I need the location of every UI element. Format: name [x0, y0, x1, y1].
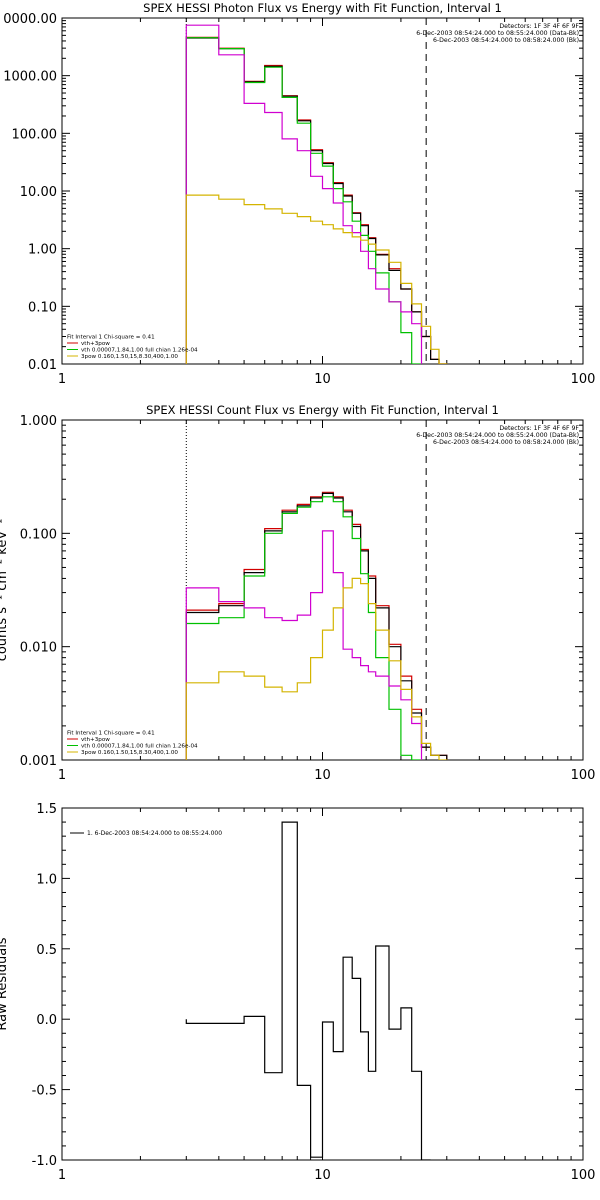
series-3pow	[186, 195, 447, 369]
y-tick-label: 1.000	[20, 414, 57, 429]
info-line-3: 6-Dec-2003 08:54:24.000 to 08:58:24.000 …	[433, 37, 579, 44]
y-tick-label: 10.00	[20, 185, 57, 200]
legend-entry-3: 3pow 0.160,1.50,15,8.30,400,1.00	[81, 354, 178, 360]
series-data-bk	[186, 492, 447, 765]
x-tick-label: 1	[58, 768, 66, 783]
legend-entry-2: vth 0.00007,1.84,1.00 full chian 1.26e-0…	[81, 744, 198, 750]
series-3pow	[186, 578, 447, 765]
y-tick-label: 1.00	[28, 243, 57, 258]
x-tick-label: 100	[571, 372, 596, 387]
x-tick-label: 1	[58, 1168, 66, 1183]
plot-area	[186, 18, 447, 369]
legend-entry-residual: 1. 6-Dec-2003 08:54:24.000 to 08:55:24.0…	[87, 830, 222, 837]
y-tick-label: 0.01	[28, 358, 57, 373]
x-tick-label: 100	[571, 1168, 596, 1183]
series-vth	[186, 38, 421, 369]
info-line-3: 6-Dec-2003 08:54:24.000 to 08:58:24.000 …	[433, 439, 579, 446]
x-tick-label: 1	[58, 372, 66, 387]
info-line-2: 6-Dec-2003 08:54:24.000 to 08:55:24.000 …	[416, 432, 579, 439]
panel-2: SPEX HESSI Count Flux vs Energy with Fit…	[0, 403, 595, 783]
series-vth	[186, 497, 421, 765]
series-vth-3pow	[186, 38, 447, 369]
y-tick-label: 0000.00	[3, 12, 57, 27]
x-tick-label: 100	[571, 768, 596, 783]
legend-entry-3: 3pow 0.160,1.50,15,8.30,400,1.00	[81, 750, 178, 756]
legend-header: Fit Interval 1 Chi-square = 0.41	[67, 335, 155, 341]
info-line-2: 6-Dec-2003 08:54:24.000 to 08:55:24.000 …	[416, 30, 579, 37]
chart-title: SPEX HESSI Count Flux vs Energy with Fit…	[146, 403, 499, 417]
legend-entry-2: vth 0.00007,1.84,1.00 full chian 1.26e-0…	[81, 348, 198, 354]
series-bk	[186, 531, 421, 760]
panel-3: Raw Residuals 1 10 100 -1.0 -0.5 0.0 0.5 1.0 1.5 1…	[0, 802, 595, 1183]
chart-title: SPEX HESSI Photon Flux vs Energy with Fi…	[143, 1, 502, 15]
series-vth-3pow	[186, 493, 447, 765]
x-tick-label: 10	[314, 1168, 331, 1183]
plot-area	[186, 822, 430, 1160]
series-data-bk	[186, 37, 447, 369]
y-tick-label: 100.00	[12, 127, 58, 142]
legend-header: Fit Interval 1 Chi-square = 0.41	[67, 731, 155, 737]
legend-entry-1: vth+3pow	[81, 341, 110, 347]
series-1-6-dec-2003-08-54-24-000-to-08-55-24-000	[186, 822, 430, 1160]
x-tick-label: 10	[314, 372, 331, 387]
panel-1: SPEX HESSI Photon Flux vs Energy with Fi…	[3, 1, 595, 387]
y-axis-label: counts s⁻¹ cm⁻² keV⁻¹	[0, 519, 10, 662]
info-line-1: Detectors: 1F 3F 4F 6F 9F	[499, 23, 579, 30]
legend-entry-1: vth+3pow	[81, 737, 110, 743]
y-tick-label: 0.10	[28, 300, 57, 315]
y-tick-label: 1.0	[36, 872, 57, 887]
y-tick-label: 0.100	[20, 527, 57, 542]
x-tick-label: 10	[314, 768, 331, 783]
y-tick-label: 0.001	[20, 754, 57, 769]
y-tick-label: 1.5	[36, 802, 57, 817]
y-axis-label: Raw Residuals	[0, 937, 10, 1030]
series-bk	[186, 25, 421, 364]
y-tick-label: 0.010	[20, 641, 57, 656]
y-tick-label: -0.5	[32, 1084, 57, 1099]
y-tick-label: 0.5	[36, 943, 57, 958]
plot-area	[186, 420, 447, 765]
y-tick-label: 1000.00	[3, 70, 57, 85]
y-tick-label: -1.0	[32, 1154, 57, 1169]
plot-frame	[62, 18, 583, 364]
y-tick-label: 0.0	[36, 1013, 57, 1028]
info-line-1: Detectors: 1F 3F 4F 6F 9F	[499, 425, 579, 432]
